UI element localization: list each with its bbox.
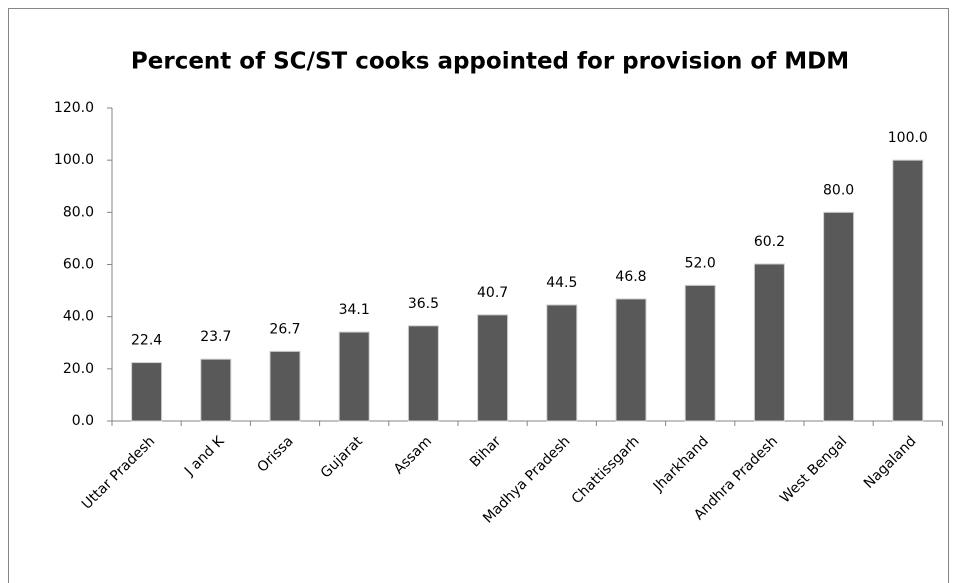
bar [753,263,785,422]
y-tick-label: 0.0 [72,413,94,429]
data-label: 26.7 [269,321,300,337]
bar [477,314,509,422]
bar [892,159,924,422]
y-tick-label: 40.0 [63,309,94,325]
data-label: 36.5 [408,296,439,312]
bar [338,331,370,422]
data-label: 46.8 [615,269,646,285]
bar [131,362,163,422]
data-label: 40.7 [477,285,508,301]
y-tick-label: 60.0 [63,257,94,273]
data-label: 23.7 [200,329,231,345]
bar [615,298,647,422]
bar [269,350,301,422]
data-label: 100.0 [888,130,928,146]
bar [407,325,439,422]
y-tick-label: 120.0 [54,100,94,116]
chart-border [8,8,949,583]
bar [823,211,855,422]
data-label: 22.4 [131,333,162,349]
data-label: 44.5 [546,275,577,291]
data-label: 60.2 [754,234,785,250]
y-tick-label: 100.0 [54,152,94,168]
y-tick-label: 20.0 [63,361,94,377]
data-label: 52.0 [685,255,716,271]
data-label: 34.1 [339,302,370,318]
chart-title: Percent of SC/ST cooks appointed for pro… [131,49,849,75]
bar [684,284,716,422]
y-tick-label: 80.0 [63,204,94,220]
bar [200,358,232,422]
bar [546,304,578,422]
data-label: 80.0 [823,182,854,198]
